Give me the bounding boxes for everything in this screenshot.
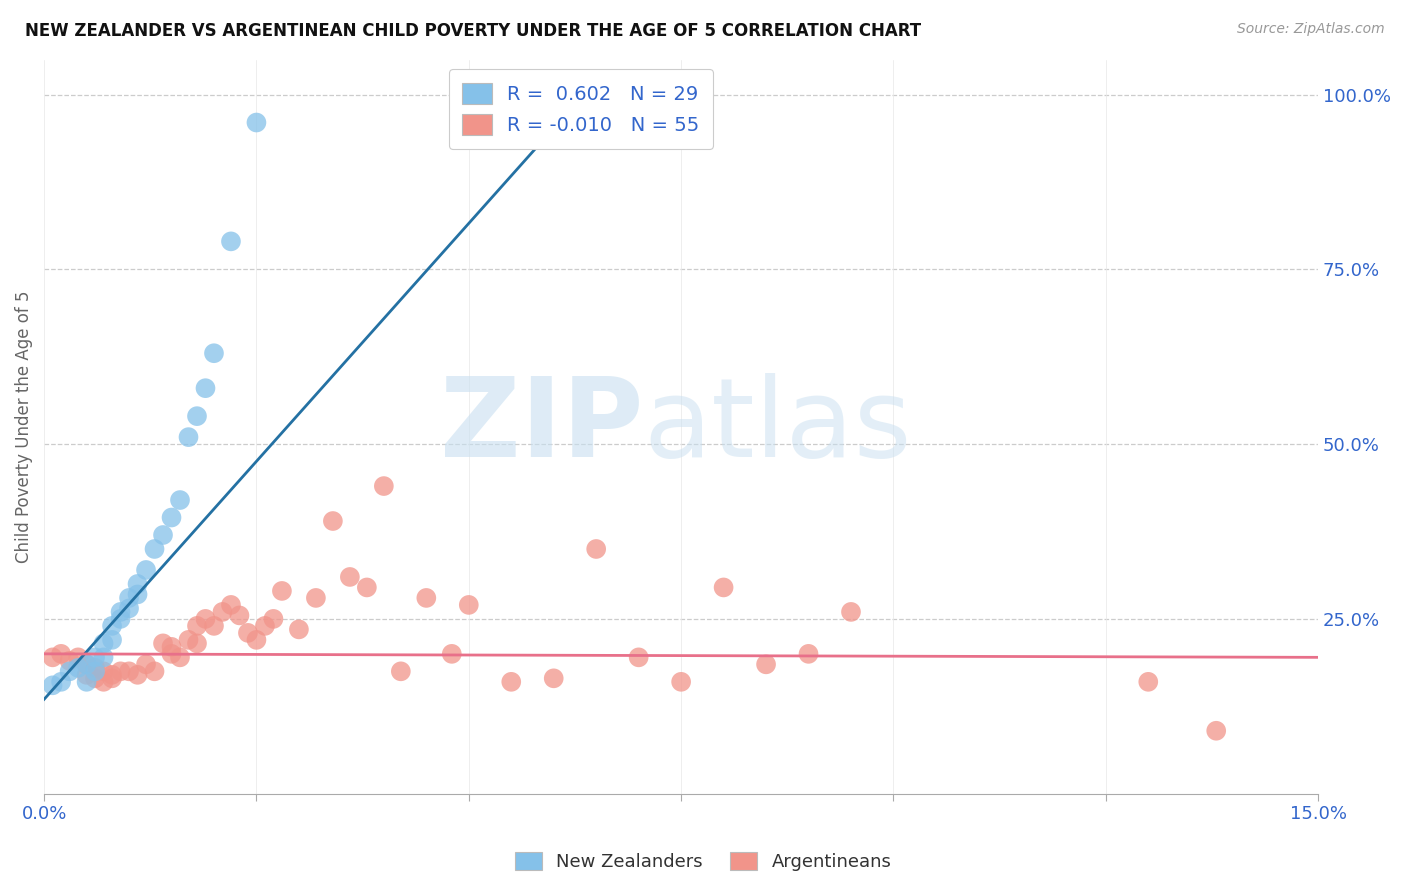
Point [194,381,217,395]
Point [415,591,437,605]
Point [797,647,820,661]
Point [127,668,149,682]
Legend: R =  0.602   N = 29, R = -0.010   N = 55: R = 0.602 N = 29, R = -0.010 N = 55 [449,70,713,149]
Point [160,510,183,524]
Point [839,605,862,619]
Y-axis label: Child Poverty Under the Age of 5: Child Poverty Under the Age of 5 [15,291,32,563]
Point [93,674,115,689]
Legend: New Zealanders, Argentineans: New Zealanders, Argentineans [508,845,898,879]
Point [202,346,225,360]
Point [322,514,344,528]
Point [305,591,328,605]
Point [84,661,107,675]
Point [76,657,98,672]
Point [1205,723,1227,738]
Point [118,601,141,615]
Point [135,563,157,577]
Point [143,541,166,556]
Point [389,665,412,679]
Point [288,623,311,637]
Point [627,650,650,665]
Point [457,598,479,612]
Point [76,657,98,672]
Point [58,654,80,668]
Text: atlas: atlas [643,373,911,480]
Point [84,671,107,685]
Point [1137,674,1160,689]
Point [49,647,72,661]
Point [101,632,124,647]
Point [245,632,267,647]
Text: Source: ZipAtlas.com: Source: ZipAtlas.com [1237,22,1385,37]
Point [110,605,132,619]
Point [49,674,72,689]
Point [339,570,361,584]
Point [219,235,242,249]
Point [236,626,259,640]
Point [713,581,735,595]
Point [669,674,692,689]
Point [58,665,80,679]
Point [186,636,208,650]
Point [271,583,294,598]
Point [228,608,250,623]
Point [152,528,174,542]
Point [84,665,107,679]
Point [186,619,208,633]
Point [245,115,267,129]
Point [118,591,141,605]
Point [186,409,208,424]
Point [160,640,183,654]
Point [101,668,124,682]
Point [211,605,233,619]
Point [177,430,200,444]
Point [585,541,607,556]
Point [93,665,115,679]
Text: NEW ZEALANDER VS ARGENTINEAN CHILD POVERTY UNDER THE AGE OF 5 CORRELATION CHART: NEW ZEALANDER VS ARGENTINEAN CHILD POVER… [25,22,921,40]
Point [93,650,115,665]
Point [373,479,395,493]
Point [356,581,378,595]
Text: ZIP: ZIP [440,373,643,480]
Point [127,587,149,601]
Point [135,657,157,672]
Point [160,647,183,661]
Point [110,665,132,679]
Point [84,650,107,665]
Point [169,650,191,665]
Point [194,612,217,626]
Point [177,632,200,647]
Point [93,636,115,650]
Point [262,612,284,626]
Point [501,674,523,689]
Point [127,577,149,591]
Point [67,661,90,675]
Point [440,647,463,661]
Point [67,650,90,665]
Point [101,619,124,633]
Point [755,657,778,672]
Point [169,493,191,508]
Point [110,612,132,626]
Point [76,674,98,689]
Point [152,636,174,650]
Point [143,665,166,679]
Point [219,598,242,612]
Point [543,671,565,685]
Point [118,665,141,679]
Point [41,678,63,692]
Point [41,650,63,665]
Point [76,668,98,682]
Point [253,619,276,633]
Point [101,671,124,685]
Point [202,619,225,633]
